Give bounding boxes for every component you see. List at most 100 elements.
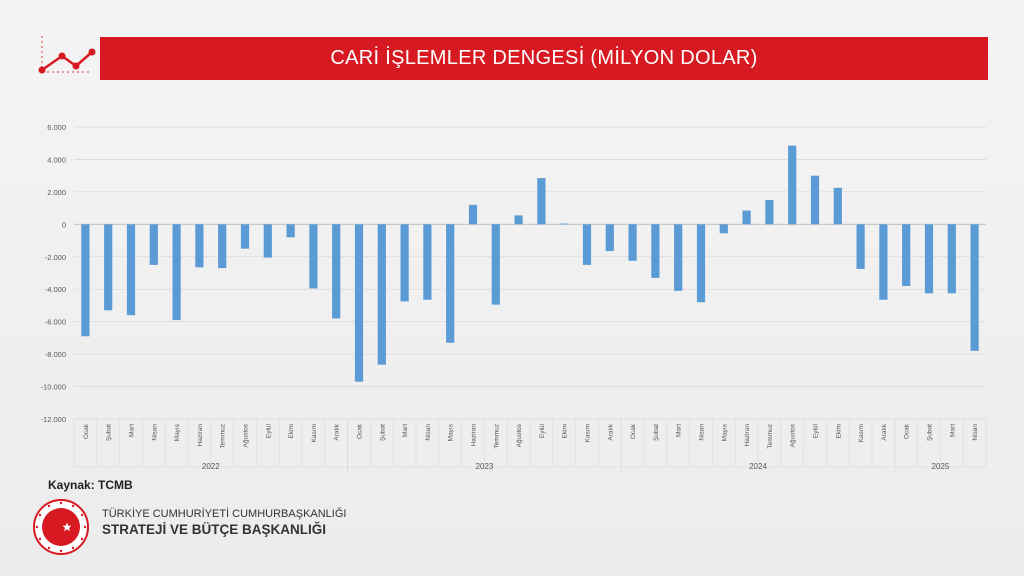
x-tick-label: Temmuz (220, 424, 227, 449)
y-tick-label: 0 (62, 220, 66, 229)
ministry-seal-logo (33, 499, 89, 555)
year-label: 2022 (202, 462, 220, 471)
y-tick-label: 6.000 (47, 123, 66, 132)
x-tick-label: Eylül (265, 423, 272, 438)
bar (537, 178, 546, 225)
x-tick-label: Şubat (379, 424, 386, 441)
x-tick-label: Temmuz (493, 424, 500, 449)
bar (742, 210, 751, 225)
bar (514, 215, 523, 225)
bar (218, 224, 227, 269)
bar (309, 224, 318, 289)
bar (400, 224, 409, 302)
bar (332, 224, 341, 319)
chart-title: CARİ İŞLEMLER DENGESİ (MİLYON DOLAR) (330, 47, 758, 69)
bar (446, 224, 455, 343)
x-tick-label: Ocak (83, 423, 90, 439)
x-tick-label: Eylül (539, 423, 546, 438)
org-name-line1: TÜRKİYE CUMHURİYETİ CUMHURBAŞKANLIĞI (102, 508, 347, 520)
x-tick-label: Kasım (311, 424, 318, 442)
x-tick-label: Ağustos (516, 423, 523, 447)
bar (788, 145, 797, 225)
bar (377, 224, 386, 365)
x-tick-label: Aralık (607, 423, 614, 440)
x-tick-label: Eylül (813, 423, 820, 438)
x-tick-label: Haziran (197, 424, 204, 447)
x-tick-label: Mart (129, 424, 136, 437)
x-tick-label: Ocak (630, 423, 637, 439)
year-label: 2024 (749, 462, 767, 471)
bar (719, 224, 728, 234)
bar (674, 224, 683, 291)
bar (286, 224, 295, 238)
bar (240, 224, 250, 249)
bar (149, 224, 158, 265)
y-tick-label: -4.000 (45, 285, 66, 294)
x-tick-label: Mayıs (448, 423, 455, 441)
bar (651, 224, 660, 278)
x-tick-label: Aralık (334, 423, 341, 440)
x-tick-label: Mart (402, 424, 409, 437)
bar (902, 224, 911, 286)
x-tick-label: Nisan (699, 424, 706, 441)
bar (423, 224, 432, 300)
bar (856, 224, 865, 269)
x-tick-label: Nisan (425, 424, 432, 441)
x-tick-label: Ekim (562, 424, 569, 438)
bar (560, 223, 569, 225)
x-tick-label: Temmuz (767, 424, 774, 449)
bar (970, 224, 979, 351)
source-note: Kaynak: TCMB (48, 478, 133, 492)
year-label: 2023 (476, 462, 494, 471)
bar (605, 224, 614, 252)
bar (696, 224, 706, 303)
x-tick-label: Ocak (904, 423, 911, 439)
organization-block: TÜRKİYE CUMHURİYETİ CUMHURBAŞKANLIĞI STR… (32, 498, 346, 558)
bar (924, 224, 934, 294)
x-tick-label: Nisan (972, 424, 979, 441)
bar (810, 175, 820, 225)
x-tick-label: Haziran (744, 424, 751, 447)
x-tick-label: Mayıs (721, 423, 728, 441)
bar (195, 224, 204, 268)
x-tick-label: Nisan (151, 424, 158, 441)
y-tick-label: 2.000 (47, 188, 66, 197)
bar (126, 224, 136, 316)
org-name-line2: STRATEJİ VE BÜTÇE BAŞKANLIĞI (102, 522, 327, 537)
y-tick-label: -6.000 (45, 318, 66, 327)
x-tick-label: Ağustos (790, 423, 797, 447)
y-tick-label: 4.000 (47, 155, 66, 164)
x-tick-label: Ekim (835, 424, 842, 438)
bar (628, 224, 637, 261)
year-label: 2025 (932, 462, 950, 471)
bar (491, 224, 500, 305)
bar (879, 224, 888, 300)
y-tick-label: -8.000 (45, 350, 66, 359)
trend-line-icon (38, 36, 96, 74)
bar (833, 187, 842, 225)
y-tick-label: -12.000 (41, 415, 66, 424)
bar (81, 224, 90, 337)
y-tick-label: -2.000 (45, 253, 66, 262)
bar (468, 204, 478, 225)
bar (354, 224, 364, 382)
x-tick-label: Aralık (881, 423, 888, 440)
bar (172, 224, 181, 321)
bar (263, 224, 272, 258)
x-tick-label: Şubat (106, 424, 113, 441)
x-tick-label: Şubat (653, 424, 660, 441)
x-tick-label: Ağustos (243, 423, 250, 447)
x-tick-label: Şubat (927, 424, 934, 441)
bar (765, 200, 774, 225)
x-tick-label: Haziran (471, 424, 478, 447)
title-bar: CARİ İŞLEMLER DENGESİ (MİLYON DOLAR) (100, 37, 988, 80)
y-tick-label: -10.000 (41, 383, 66, 392)
x-tick-label: Kasım (585, 424, 592, 442)
bar (582, 224, 592, 265)
bar (104, 224, 113, 311)
x-tick-label: Ekim (288, 424, 295, 438)
x-tick-label: Mart (949, 424, 956, 437)
bar (947, 224, 956, 294)
x-tick-label: Ocak (357, 423, 364, 439)
